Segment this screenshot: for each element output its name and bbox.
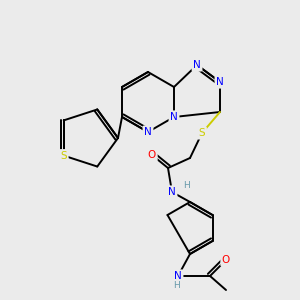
Text: N: N [216,77,224,87]
Text: S: S [60,151,67,160]
Text: N: N [193,60,201,70]
Text: N: N [174,271,182,281]
Text: O: O [148,150,156,160]
Text: N: N [170,112,178,122]
Text: N: N [144,127,152,137]
Text: H: H [172,281,179,290]
Text: S: S [199,128,205,138]
Text: O: O [222,255,230,265]
Text: N: N [168,187,176,197]
Text: H: H [183,181,189,190]
